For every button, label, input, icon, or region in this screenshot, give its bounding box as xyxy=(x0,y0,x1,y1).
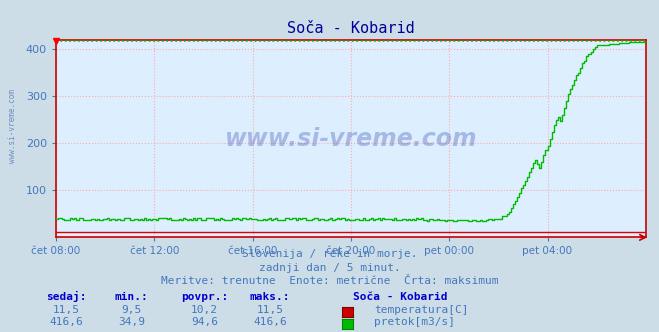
Text: 11,5: 11,5 xyxy=(53,305,79,315)
Text: temperatura[C]: temperatura[C] xyxy=(374,305,469,315)
Text: pretok[m3/s]: pretok[m3/s] xyxy=(374,317,455,327)
Text: 9,5: 9,5 xyxy=(122,305,142,315)
Text: Meritve: trenutne  Enote: metrične  Črta: maksimum: Meritve: trenutne Enote: metrične Črta: … xyxy=(161,276,498,286)
Text: 10,2: 10,2 xyxy=(191,305,217,315)
Text: povpr.:: povpr.: xyxy=(181,292,228,302)
Text: 416,6: 416,6 xyxy=(49,317,83,327)
Text: sedaj:: sedaj: xyxy=(45,291,86,302)
Text: www.si-vreme.com: www.si-vreme.com xyxy=(225,126,477,151)
Text: Soča - Kobarid: Soča - Kobarid xyxy=(353,292,447,302)
Text: 34,9: 34,9 xyxy=(119,317,145,327)
Text: 11,5: 11,5 xyxy=(257,305,283,315)
Text: maks.:: maks.: xyxy=(250,292,291,302)
Text: 94,6: 94,6 xyxy=(191,317,217,327)
Title: Soča - Kobarid: Soča - Kobarid xyxy=(287,21,415,36)
Text: min.:: min.: xyxy=(115,292,149,302)
Text: 416,6: 416,6 xyxy=(253,317,287,327)
Text: zadnji dan / 5 minut.: zadnji dan / 5 minut. xyxy=(258,263,401,273)
Text: Slovenija / reke in morje.: Slovenija / reke in morje. xyxy=(242,249,417,259)
Text: www.si-vreme.com: www.si-vreme.com xyxy=(8,89,17,163)
